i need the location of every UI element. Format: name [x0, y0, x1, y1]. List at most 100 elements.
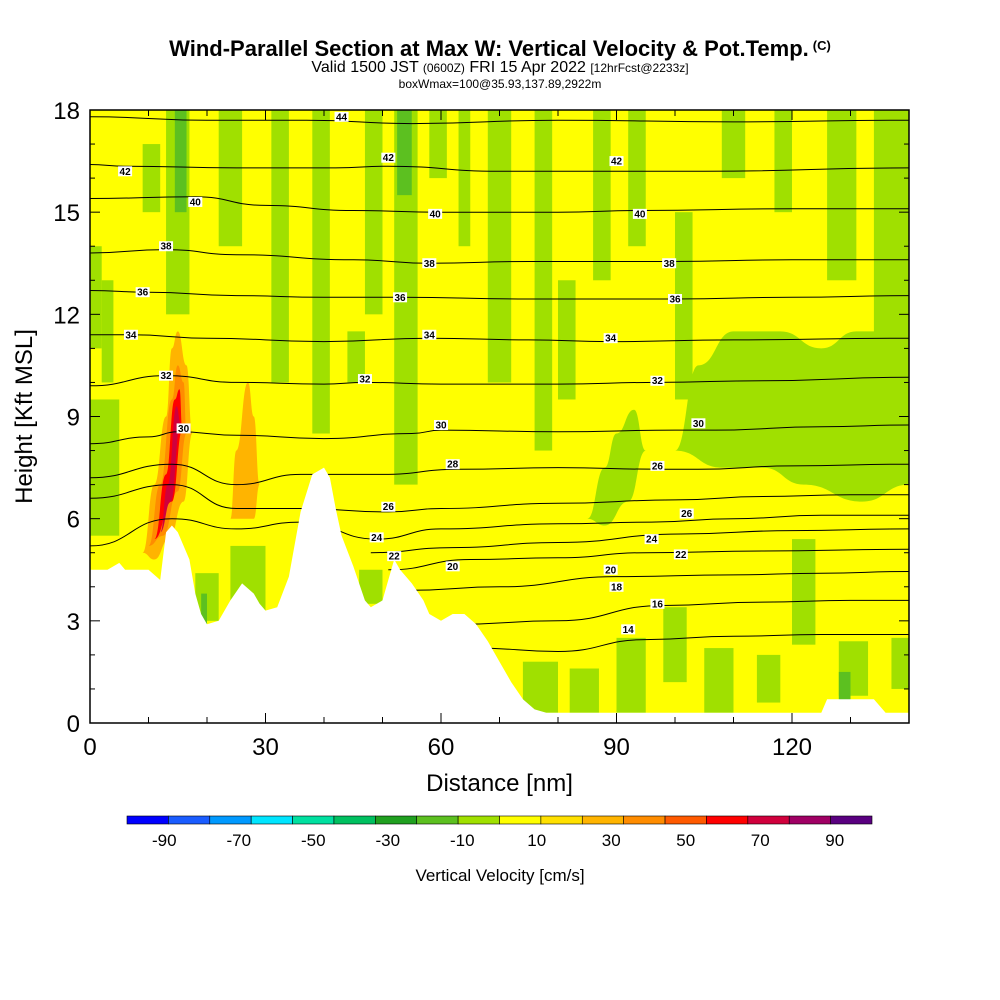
title-text: Wind-Parallel Section at Max W: Vertical… [169, 36, 809, 61]
contour-label: 26 [383, 502, 395, 513]
downdraft-streak [101, 280, 114, 383]
colorbar: -90 -70 -50 -30 -10 10 30 50 70 90 Vertical Veloci… [126, 815, 873, 885]
colorbar-tick-label: -90 [152, 831, 177, 850]
theta-contour-24 [90, 514, 909, 547]
contour-label-bg [188, 196, 203, 207]
x-tick-label: 0 [83, 734, 96, 761]
contour-label-bg [159, 370, 174, 381]
contour-label-bg [621, 624, 636, 635]
contour-label: 18 [611, 582, 623, 593]
contour-label: 36 [137, 288, 149, 299]
theta-contour-38 [90, 249, 909, 264]
colorbar-swatch [250, 815, 293, 825]
theta-contour-34 [90, 334, 909, 343]
colorbar-label: Vertical Velocity [cm/s] [415, 866, 584, 885]
contour-label: 16 [652, 599, 664, 610]
theta-contour-16 [458, 599, 909, 625]
colorbar-tick-label: 50 [676, 831, 695, 850]
contour-label-bg [650, 598, 665, 609]
strong-downdraft-region [174, 110, 851, 713]
theta-contour-44 [90, 116, 909, 125]
contour-label-bg [381, 152, 396, 163]
downdraft-streak [891, 637, 909, 689]
downdraft-streak [359, 569, 383, 604]
chart-title: Wind-Parallel Section at Max W: Vertical… [0, 36, 1000, 62]
y-axis-label: Height [Kft MSL] [11, 329, 38, 504]
downdraft-core [838, 671, 851, 713]
x-tick-label: 90 [603, 734, 630, 761]
x-axis-label: Distance [nm] [426, 770, 573, 797]
downdraft-streak [593, 110, 611, 281]
contour-label: 14 [623, 625, 635, 636]
colorbar-swatch [788, 815, 831, 825]
downdraft-core [174, 110, 187, 213]
contour-label-bg [668, 294, 682, 305]
contour-label: 40 [634, 209, 646, 220]
contour-label: 20 [605, 565, 617, 576]
y-tick-label: 18 [53, 98, 80, 125]
downdraft-streak [663, 607, 687, 683]
contour-labels: 14 16 18 20 20 22 22 24 24 26 26 26 28 30 30 30 32 32 32 34… [118, 111, 706, 636]
downdraft-streak [90, 246, 102, 349]
valid-time: Valid 1500 JST [311, 59, 419, 76]
theta-contour-18 [411, 571, 909, 591]
contour-label: 38 [664, 259, 676, 270]
downdraft-streak [616, 637, 646, 713]
x-tick-label: 60 [428, 734, 455, 761]
contour-label-bg [387, 551, 402, 562]
contour-label: 22 [675, 550, 687, 561]
downdraft-streak [487, 110, 512, 383]
contour-label-bg [422, 329, 437, 340]
colorbar-tick-label: -10 [450, 831, 475, 850]
theta-contour-42 [90, 164, 909, 172]
contour-label: 34 [424, 330, 436, 341]
valid-utc: (0600Z) [422, 61, 465, 75]
contour-label: 42 [120, 167, 132, 178]
downdraft-streak [312, 110, 330, 434]
updraft-peak [160, 406, 181, 533]
theta-contour-26 [90, 484, 909, 513]
contour-label-bg [357, 374, 372, 385]
contour-label-bg [650, 460, 665, 471]
chart-subtitle: Valid 1500 JST (0600Z) FRI 15 Apr 2022 [… [0, 59, 1000, 77]
downdraft-streak [827, 110, 857, 281]
downdraft-streak [721, 110, 746, 179]
theta-contour-32 [90, 375, 909, 387]
forecast-info: [12hrFcst@2233z] [590, 61, 689, 75]
theta-contour-36 [90, 290, 909, 300]
colorbar-tick-label: 10 [527, 831, 546, 850]
colorbar-tick-label: -70 [226, 831, 251, 850]
contour-label-bg [381, 501, 396, 512]
colorbar-swatch [333, 815, 376, 825]
contour-label-bg [603, 564, 618, 575]
contour-label: 38 [424, 259, 436, 270]
contour-label-bg [159, 241, 174, 252]
contour-label: 30 [693, 419, 705, 430]
y-tick-label: 15 [53, 200, 80, 227]
contour-label-bg [369, 532, 384, 543]
contour-label-bg [679, 508, 694, 519]
contour-label: 24 [646, 535, 658, 546]
contour-label: 34 [125, 330, 137, 341]
contour-label-bg [644, 534, 659, 545]
y-tick-label: 9 [67, 405, 80, 432]
colorbar-tick-label: -30 [375, 831, 400, 850]
downdraft-streak [534, 110, 553, 451]
contour-label-bg [445, 561, 460, 572]
contour-label-bg [691, 418, 706, 429]
contour-label: 30 [178, 424, 190, 435]
downdraft-streak [90, 399, 120, 536]
downdraft-streak [522, 661, 558, 713]
colorbar-swatch [747, 815, 790, 825]
colorbar-swatch [168, 815, 211, 825]
downdraft-streak [628, 110, 646, 247]
contour-label: 24 [371, 533, 383, 544]
contour-label-bg [603, 333, 618, 344]
theta-contour-28 [90, 463, 909, 486]
downdraft-core [201, 593, 207, 625]
downdraft-streak [704, 648, 734, 713]
contour-label-bg [123, 329, 138, 340]
colorbar-swatch [830, 815, 873, 825]
theta-contours [90, 116, 909, 653]
